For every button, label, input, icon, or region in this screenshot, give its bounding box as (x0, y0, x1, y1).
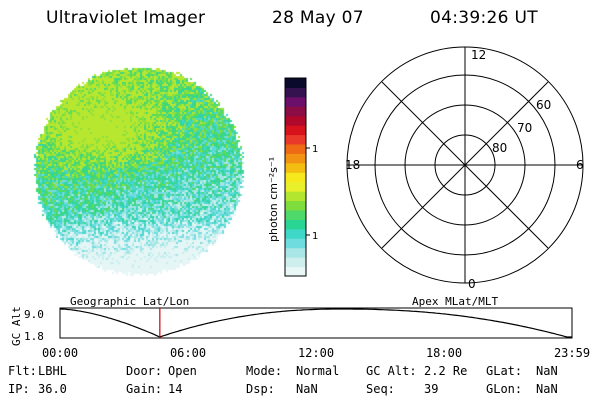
info-value: NaN (536, 382, 558, 396)
colorbar-strip (285, 228, 306, 239)
instrument-title: Ultraviolet Imager (46, 8, 206, 28)
x-tick-label: 12:00 (298, 346, 334, 360)
colorbar-strip (285, 238, 306, 249)
info-value: 14 (168, 382, 183, 396)
polar-diagonal-2 (381, 81, 549, 249)
info-value: LBHL (38, 364, 67, 378)
info-value: Open (168, 364, 197, 378)
altitude-curve (59, 308, 572, 338)
info-key: GLon: (486, 382, 523, 396)
info-key: Dsp: (246, 382, 275, 396)
info-key: Seq: (366, 382, 395, 396)
colorbar: 100 10 photon cm⁻²s⁻¹ (268, 77, 318, 277)
apex-title: Apex MLat/MLT (412, 296, 498, 308)
colorbar-strip (285, 106, 306, 117)
info-value: 36.0 (38, 382, 67, 396)
colorbar-ticks (306, 147, 310, 236)
colorbar-strip (285, 96, 306, 107)
info-key: Mode: (246, 364, 283, 378)
colorbar-strip (285, 153, 306, 164)
colorbar-strip (285, 210, 306, 220)
colorbar-unit-label: photon cm⁻²s⁻¹ (268, 157, 280, 242)
mlt-label-0: 0 (468, 277, 476, 291)
info-key: GLat: (486, 364, 523, 378)
info-key: IP: (8, 382, 30, 396)
colorbar-tick-10: 10 (312, 231, 318, 242)
colorbar-strip (285, 247, 306, 258)
info-value: 39 (424, 382, 439, 396)
info-key: GC Alt: (366, 364, 417, 378)
colorbar-strip (285, 115, 306, 126)
info-key: Gain: (126, 382, 163, 396)
info-value: NaN (536, 364, 558, 378)
colorbar-strip (285, 78, 306, 88)
info-key: Door: (126, 364, 163, 378)
colorbar-strip (285, 266, 306, 277)
colorbar-strip (285, 87, 306, 98)
colorbar-strip (285, 200, 306, 211)
lat-label-70: 70 (517, 121, 532, 135)
colorbar-strip (285, 125, 306, 136)
gc-alt-axis-label: GC Alt (10, 306, 23, 346)
uv-image-disk (30, 62, 246, 278)
colorbar-strips (285, 78, 306, 277)
y-tick-1-8: 1.8 (24, 330, 44, 343)
mlt-label-6: 6 (576, 158, 584, 172)
info-value: 2.2 Re (424, 364, 468, 378)
date-label: 28 May 07 (272, 8, 364, 28)
colorbar-strip (285, 257, 306, 268)
x-tick-label: 18:00 (426, 346, 462, 360)
x-tick-label: 23:59 (554, 346, 590, 360)
info-value: NaN (296, 382, 318, 396)
colorbar-tick-100: 100 (312, 144, 318, 155)
mlt-label-12: 12 (471, 48, 486, 62)
timeline-frame (59, 307, 573, 339)
x-tick-label: 00:00 (42, 346, 78, 360)
lat-label-60: 60 (536, 98, 551, 112)
x-tick-label: 06:00 (170, 346, 206, 360)
y-tick-9: 9.0 (24, 308, 44, 321)
colorbar-strip (285, 162, 306, 173)
polar-grid: 12 0 18 6 60 70 80 (345, 46, 584, 291)
lat-label-80: 80 (492, 141, 507, 155)
colorbar-frame (284, 77, 307, 277)
timeline-panel: Geographic Lat/Lon Apex MLat/MLT 9.0 1.8… (10, 296, 590, 360)
colorbar-strip (285, 191, 306, 202)
time-label: 04:39:26 UT (430, 8, 538, 28)
info-key: Flt: (8, 364, 37, 378)
colorbar-strip (285, 144, 306, 154)
colorbar-strip (285, 181, 306, 192)
colorbar-strip (285, 134, 306, 145)
colorbar-strip (285, 172, 306, 183)
mlt-label-18: 18 (345, 158, 360, 172)
geo-title: Geographic Lat/Lon (70, 296, 189, 308)
colorbar-strip (285, 219, 306, 230)
info-value: Normal (296, 364, 340, 378)
